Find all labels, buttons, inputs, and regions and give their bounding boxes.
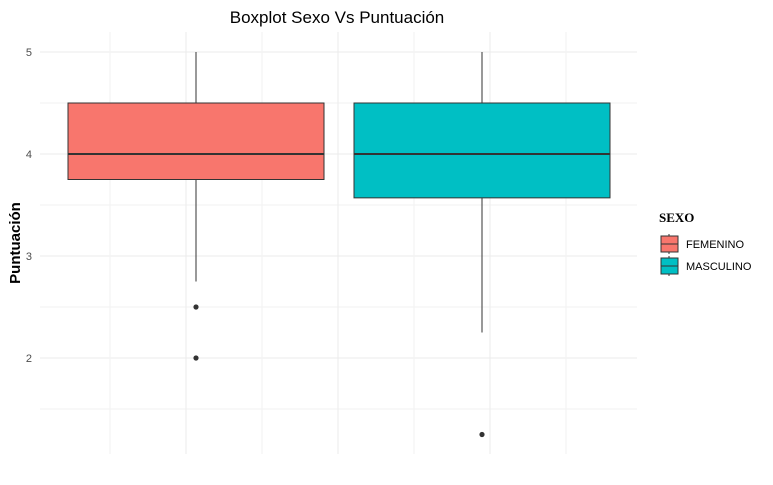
legend-item-masculino: MASCULINO bbox=[660, 256, 752, 276]
y-axis-label: Puntuación bbox=[7, 202, 24, 284]
boxes-layer bbox=[67, 52, 611, 438]
box-iqr bbox=[67, 102, 325, 180]
legend-item-femenino: FEMENINO bbox=[660, 234, 745, 254]
grid-lines bbox=[40, 32, 637, 454]
legend-label: MASCULINO bbox=[686, 261, 752, 273]
y-tick-label: 5 bbox=[26, 47, 32, 59]
outlier-point bbox=[193, 355, 199, 361]
box-iqr bbox=[353, 102, 611, 199]
box-femenino bbox=[67, 52, 325, 361]
legend-label: FEMENINO bbox=[686, 239, 745, 251]
box-masculino bbox=[353, 52, 611, 438]
y-tick-label: 4 bbox=[26, 149, 32, 161]
outlier-point bbox=[479, 431, 485, 438]
chart-title: Boxplot Sexo Vs Puntuación bbox=[230, 8, 445, 27]
legend: SEXO FEMENINO MASCULINO bbox=[659, 210, 752, 276]
outlier-point bbox=[193, 304, 199, 310]
y-tick-label: 3 bbox=[26, 251, 32, 263]
y-tick-label: 2 bbox=[26, 353, 32, 365]
y-tick-labels: 2 3 4 5 bbox=[26, 47, 32, 365]
legend-title: SEXO bbox=[659, 210, 694, 225]
